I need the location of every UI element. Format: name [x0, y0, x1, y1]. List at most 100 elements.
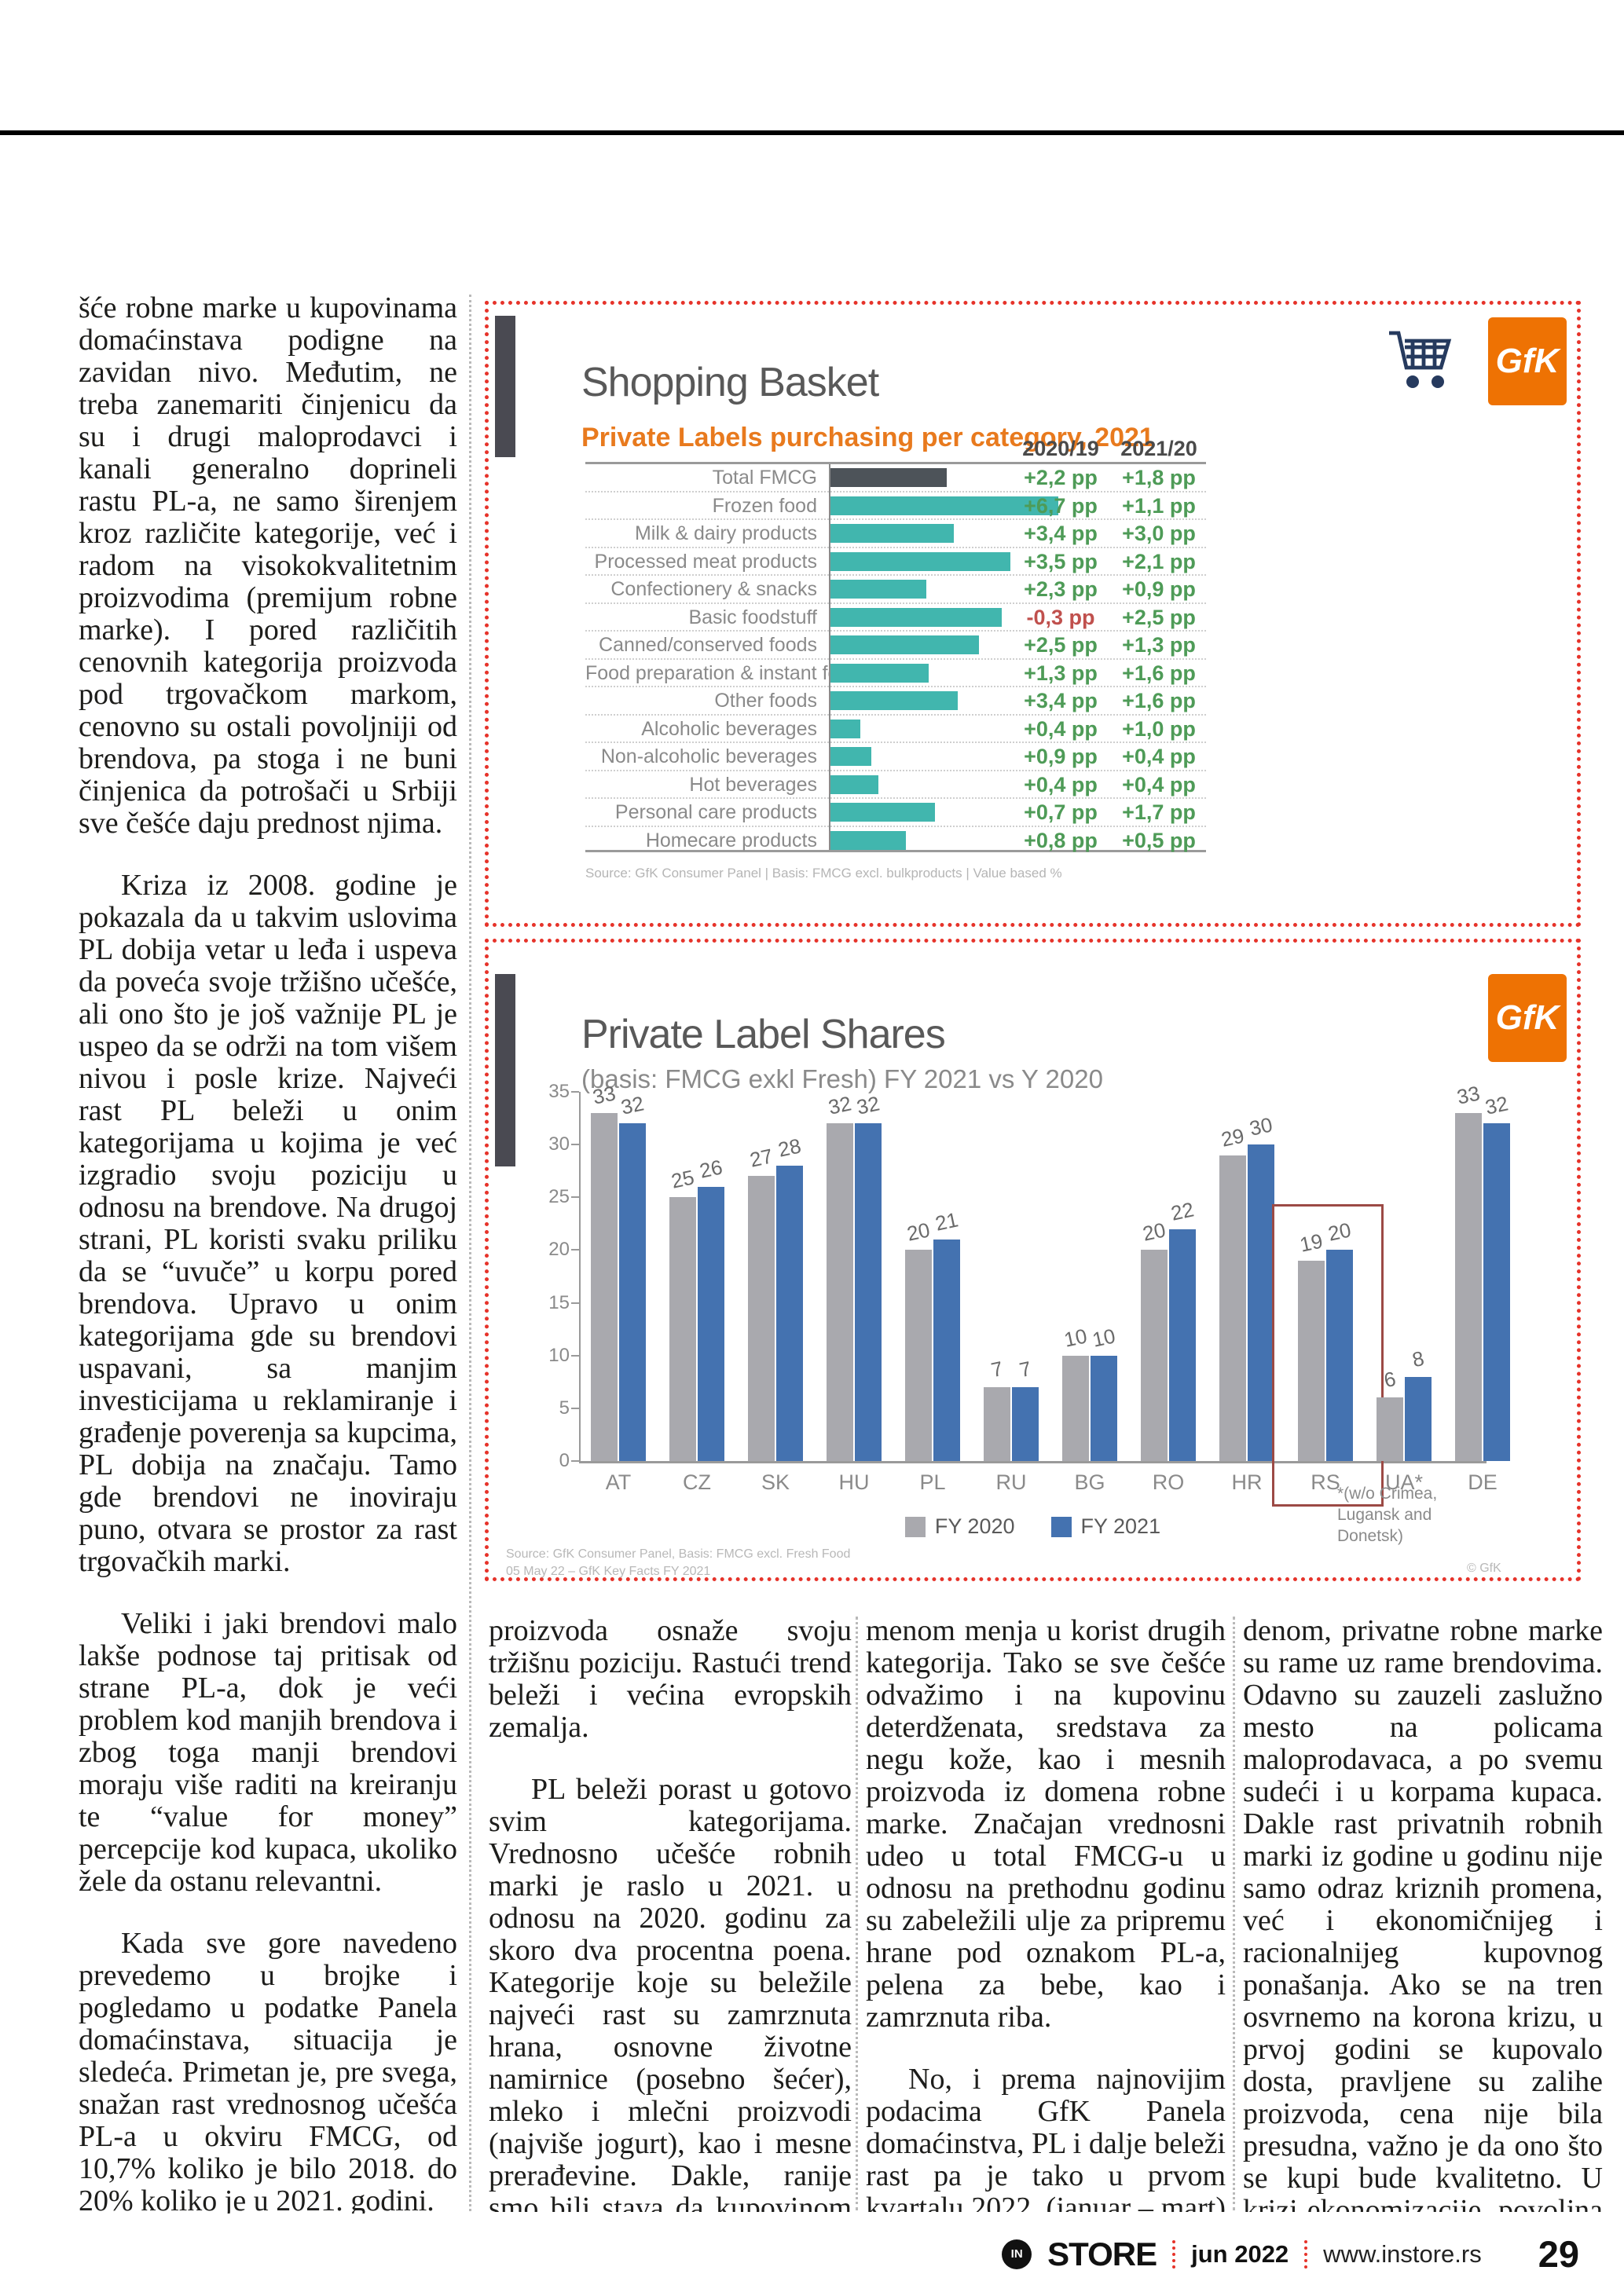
- basket-row: Food preparation & instant food +1,3 pp +1…: [585, 660, 1206, 687]
- basket-value-2020-19: +1,3 pp: [1024, 661, 1098, 685]
- basket-category-label: Other foods: [714, 690, 817, 712]
- basket-value-2021-20: +1,0 pp: [1122, 716, 1196, 741]
- shopping-basket-chart: Shopping Basket Private Labels purchasin…: [485, 301, 1581, 927]
- chart-subtitle: Private Labels purchasing per category, …: [581, 423, 1154, 453]
- basket-category-label: Total FMCG: [712, 467, 817, 489]
- basket-value-2020-19: +0,9 pp: [1024, 745, 1098, 768]
- bar-fy2021: [933, 1240, 960, 1461]
- basket-value-2021-20: +1,1 pp: [1122, 493, 1196, 518]
- basket-bar: [830, 747, 872, 766]
- basket-axis-line: [829, 464, 830, 850]
- bar-value-fy2021: 21: [933, 1207, 961, 1236]
- x-axis-label: SK: [761, 1470, 790, 1494]
- bar-fy2020: [591, 1112, 618, 1461]
- basket-value-2020-19: +3,5 pp: [1024, 549, 1098, 573]
- basket-bar: [830, 635, 979, 654]
- x-axis-label: AT: [605, 1470, 632, 1494]
- basket-row: Canned/conserved foods +2,5 pp +1,3 pp: [585, 632, 1206, 660]
- basket-value-2020-19: +0,8 pp: [1024, 828, 1098, 852]
- paragraph: PL beleži porast u gotovo svim kategorij…: [489, 1773, 852, 2213]
- x-axis-label: PL: [919, 1470, 946, 1494]
- y-tick-label: 35: [548, 1081, 570, 1102]
- bar-fy2020: [1141, 1250, 1168, 1461]
- bar-fy2021: [1405, 1376, 1432, 1461]
- bar-fy2020: [1455, 1112, 1482, 1461]
- website-url: www.instore.rs: [1323, 2239, 1482, 2268]
- bar-value-fy2021: 8: [1410, 1346, 1427, 1371]
- y-tick-mark: [571, 1091, 579, 1093]
- x-axis-label: HR: [1231, 1470, 1263, 1494]
- bar-fy2020: [984, 1387, 1010, 1461]
- basket-row: Homecare products +0,8 pp +0,5 pp: [585, 827, 1206, 855]
- column-header: 2021/20: [1120, 437, 1197, 460]
- paragraph: Kriza iz 2008. godine je pokazala da u t…: [79, 869, 457, 1578]
- basket-value-2020-19: -0,3 pp: [1026, 605, 1095, 629]
- column-divider: [856, 1617, 858, 2210]
- paragraph: šće robne marke u kupovinama domaćinstav…: [79, 292, 457, 840]
- basket-category-label: Basic foodstuff: [688, 606, 817, 628]
- bar-fy2021: [1248, 1144, 1274, 1461]
- basket-value-2021-20: +0,5 pp: [1122, 828, 1196, 852]
- top-rule: [0, 130, 1624, 135]
- bar-fy2020: [1062, 1355, 1089, 1461]
- y-tick-label: 10: [548, 1344, 570, 1366]
- bar-fy2021: [1169, 1229, 1196, 1461]
- basket-bar: [830, 663, 929, 683]
- page-number: 29: [1538, 2233, 1579, 2275]
- bar-value-fy2021: 26: [697, 1155, 725, 1183]
- basket-category-label: Milk & dairy products: [634, 522, 817, 544]
- footer-divider: [1172, 2239, 1176, 2269]
- x-axis-label: RS: [1311, 1470, 1340, 1494]
- basket-bar: [830, 774, 878, 794]
- y-tick-mark: [571, 1196, 579, 1199]
- y-tick-label: 5: [559, 1397, 570, 1419]
- gfk-logo: GfK: [1488, 317, 1567, 405]
- basket-category-label: Frozen food: [712, 494, 817, 517]
- bar-fy2020: [748, 1176, 775, 1461]
- basket-bar: [830, 496, 1058, 515]
- bar-fy2021: [855, 1123, 882, 1461]
- basket-value-2021-20: +2,1 pp: [1122, 549, 1196, 573]
- chart-footnote: *(w/o Crimea, Lugansk and Donetsk): [1337, 1485, 1438, 1545]
- basket-row: Alcoholic beverages +0,4 pp +1,0 pp: [585, 716, 1206, 743]
- y-tick-mark: [571, 1302, 579, 1304]
- chart-title: Shopping Basket: [581, 359, 879, 405]
- bar-fy2021: [1012, 1387, 1039, 1461]
- basket-table: Total FMCG +2,2 pp +1,8 pp Frozen food +6,7 …: [585, 462, 1206, 852]
- article-column-1: šće robne marke u kupovinama domaćinstav…: [79, 292, 457, 2214]
- x-axis-line: [579, 1461, 1487, 1463]
- basket-value-2020-19: +3,4 pp: [1024, 522, 1098, 545]
- basket-category-label: Canned/conserved foods: [599, 634, 817, 656]
- bar-fy2020: [905, 1250, 932, 1461]
- basket-value-2020-19: +3,4 pp: [1024, 689, 1098, 712]
- basket-value-2021-20: +1,7 pp: [1122, 800, 1196, 824]
- basket-category-label: Food preparation & instant food: [585, 661, 861, 684]
- basket-category-label: Non-alcoholic beverages: [600, 745, 817, 767]
- basket-row: Other foods +3,4 pp +1,6 pp: [585, 687, 1206, 716]
- basket-category-label: Alcoholic beverages: [641, 717, 817, 740]
- basket-value-2021-20: +0,4 pp: [1122, 772, 1196, 796]
- basket-row: Non-alcoholic beverages +0,9 pp +0,4 pp: [585, 743, 1206, 771]
- pl-shares-chart: Private Label Shares (basis: FMCG exkl F…: [485, 939, 1581, 1581]
- basket-value-2021-20: +1,3 pp: [1122, 633, 1196, 657]
- basket-value-2021-20: +0,4 pp: [1122, 745, 1196, 768]
- shopping-cart-icon: [1386, 327, 1458, 398]
- paragraph: menom menja u korist drugih kategorija. …: [866, 1615, 1226, 2034]
- basket-row: Total FMCG +2,2 pp +1,8 pp: [585, 464, 1206, 493]
- grouped-bar-plot: 0 5 10 15 20 25 30 35 33 32 AT 25 26 CZ 27 28 SK 32 32 HU 20…: [489, 943, 1577, 1577]
- chart-source: Source: GfK Consumer Panel | Basis: FMCG…: [585, 866, 1062, 881]
- basket-row: Basic foodstuff -0,3 pp +2,5 pp: [585, 604, 1206, 632]
- chart-legend: FY 2020 FY 2021: [489, 1514, 1577, 1539]
- basket-value-2020-19: +0,4 pp: [1024, 772, 1098, 796]
- bar-fy2020: [1219, 1155, 1246, 1461]
- y-tick-mark: [571, 1144, 579, 1146]
- column-divider: [469, 295, 471, 2211]
- y-tick-label: 15: [548, 1291, 570, 1313]
- basket-row: Processed meat products +3,5 pp +2,1 pp: [585, 548, 1206, 576]
- column-divider: [1233, 1617, 1235, 2210]
- legend-item-fy2021: FY 2021: [1050, 1514, 1160, 1539]
- bar-fy2020: [669, 1197, 696, 1461]
- footer-divider: [1304, 2239, 1308, 2269]
- bar-value-fy2021: 22: [1168, 1196, 1197, 1225]
